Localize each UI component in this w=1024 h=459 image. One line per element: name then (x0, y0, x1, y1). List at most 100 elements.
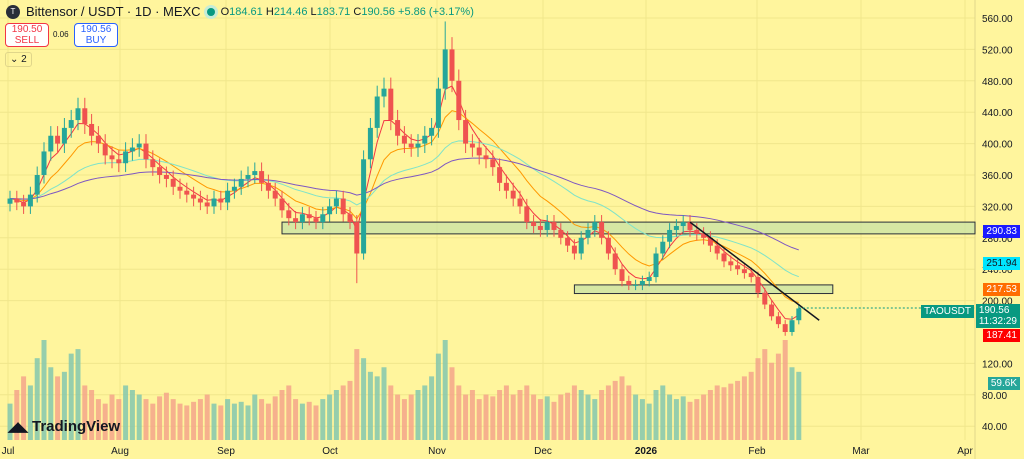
candle-body (408, 143, 414, 148)
volume-bar (184, 405, 190, 440)
candle-body (435, 88, 441, 128)
indicators-toggle[interactable]: ⌄ 2 (5, 52, 32, 67)
y-tick-label: 520.00 (982, 45, 1013, 56)
volume-bar (449, 367, 455, 440)
candle-body (775, 316, 781, 325)
volume-bar (361, 358, 367, 440)
volume-bar (435, 353, 441, 440)
candle-body (286, 210, 292, 219)
volume-bar (293, 399, 299, 440)
volume-bar (95, 399, 101, 440)
volume-bar (503, 385, 509, 440)
symbol-title[interactable]: Bittensor / USDT · 1D · MEXC (26, 4, 201, 19)
x-tick-label: Nov (428, 446, 446, 457)
candle-body (361, 159, 367, 254)
candle-body (89, 123, 95, 136)
candle-body (150, 159, 156, 168)
candle-body (75, 108, 81, 121)
trendline (689, 221, 820, 321)
volume-bar (707, 390, 713, 440)
symbol-header[interactable]: T Bittensor / USDT · 1D · MEXC O184.61 H… (6, 4, 474, 19)
candle-body (735, 265, 741, 270)
volume-label: 59.6K (987, 377, 1020, 390)
candle-body (449, 49, 455, 81)
candle-body (605, 237, 611, 254)
symbol-label: TAOUSDT (920, 305, 974, 318)
candle-body (279, 198, 285, 211)
candle-body (265, 182, 271, 191)
volume-bar (313, 405, 319, 440)
candle-body (123, 151, 129, 164)
volume-bar (748, 371, 754, 440)
volume-bar (775, 353, 781, 440)
candle-body (456, 80, 462, 121)
volume-bar (75, 349, 81, 440)
volume-bar (136, 394, 142, 440)
volume-bar (395, 394, 401, 440)
volume-bar (333, 390, 339, 440)
volume-bar (27, 385, 33, 440)
candle-body (109, 155, 115, 160)
volume-bar (197, 399, 203, 440)
candle-body (626, 280, 632, 285)
x-tick-label: Aug (111, 446, 129, 457)
volume-bar (265, 403, 271, 440)
candle-body (225, 190, 231, 203)
volume-bar (463, 394, 469, 440)
candle-body (789, 320, 795, 332)
candle-body (374, 96, 380, 128)
volume-bar (374, 376, 380, 440)
volume-bar (14, 390, 20, 440)
y-tick-label: 120.00 (982, 359, 1013, 370)
buy-button[interactable]: 190.56 BUY (74, 23, 118, 47)
candle-body (673, 226, 679, 230)
volume-bar (456, 385, 462, 440)
volume-bar (61, 371, 67, 440)
ma-red-label: 187.41 (983, 329, 1020, 342)
volume-bar (782, 340, 788, 440)
candle-body (796, 308, 802, 321)
sell-button[interactable]: 190.50 SELL (5, 23, 49, 47)
volume-bar (558, 394, 564, 440)
volume-bar (497, 390, 503, 440)
volume-bar (755, 358, 761, 440)
volume-bar (415, 390, 421, 440)
candle-body (680, 222, 686, 227)
candle-body (463, 120, 469, 144)
candle-body (728, 261, 734, 266)
y-tick-label: 40.00 (982, 422, 1007, 433)
candle-body (653, 253, 659, 278)
candle-body (395, 120, 401, 136)
candle-body (333, 198, 339, 207)
candle-body (347, 214, 353, 223)
x-tick-label: Oct (322, 446, 338, 457)
candle-body (293, 218, 299, 223)
volume-bar (252, 394, 258, 440)
y-tick-label: 200.00 (982, 297, 1013, 308)
volume-bar (537, 399, 543, 440)
y-tick-label: 400.00 (982, 140, 1013, 151)
candle-body (544, 222, 550, 230)
tradingview-logo[interactable]: ◢◣ TradingView (8, 418, 121, 435)
volume-bar (599, 390, 605, 440)
volume-bar (510, 394, 516, 440)
volume-bar (762, 349, 768, 440)
candle-body (177, 186, 183, 191)
moving-average-line (9, 157, 799, 251)
volume-bar (89, 390, 95, 440)
volume-bar (490, 396, 496, 440)
candle-body (354, 222, 360, 254)
volume-bar (721, 387, 727, 440)
candle-body (136, 143, 142, 148)
candle-body (646, 277, 652, 281)
volume-bar (7, 403, 13, 440)
volume-bar (605, 385, 611, 440)
candle-body (401, 135, 407, 144)
bittensor-logo: T (6, 4, 20, 19)
candle-body (7, 198, 13, 204)
volume-bar (469, 390, 475, 440)
candle-body (755, 277, 761, 293)
candle-body (27, 194, 33, 207)
candle-body (306, 214, 312, 219)
